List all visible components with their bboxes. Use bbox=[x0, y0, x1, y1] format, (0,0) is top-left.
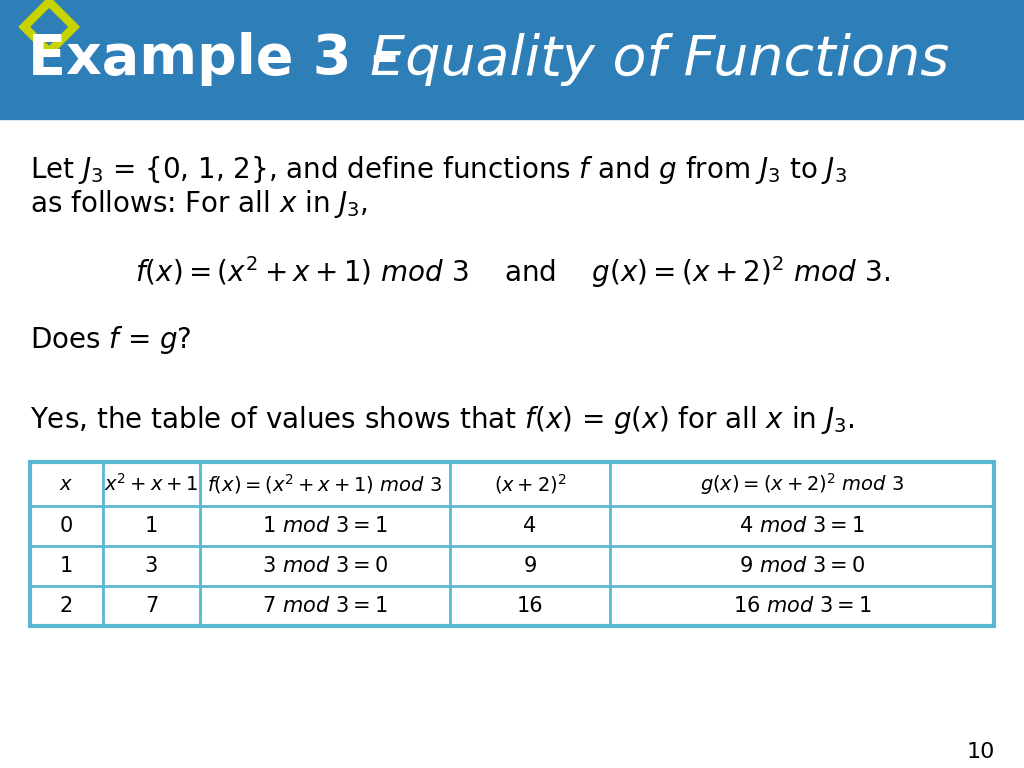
Text: $(x + 2)^2$: $(x + 2)^2$ bbox=[494, 472, 566, 496]
Text: $x^2 + x + 1$: $x^2 + x + 1$ bbox=[104, 473, 199, 495]
Text: 0: 0 bbox=[59, 516, 73, 536]
Text: 3: 3 bbox=[144, 556, 158, 576]
Text: 1: 1 bbox=[59, 556, 73, 576]
Text: Let $J_3$ = {0, 1, 2}, and define functions $f$ and $g$ from $J_3$ to $J_3$: Let $J_3$ = {0, 1, 2}, and define functi… bbox=[30, 154, 847, 186]
Text: Yes, the table of values shows that $f$($x$) = $g$($x$) for all $x$ in $J_3$.: Yes, the table of values shows that $f$(… bbox=[30, 404, 854, 436]
Text: $g(x) = (x + 2)^2\ \mathit{mod}\ 3$: $g(x) = (x + 2)^2\ \mathit{mod}\ 3$ bbox=[699, 471, 904, 497]
Polygon shape bbox=[31, 9, 68, 45]
Text: 7: 7 bbox=[144, 596, 158, 616]
Text: $3\ \mathit{mod}\ 3 = 0$: $3\ \mathit{mod}\ 3 = 0$ bbox=[262, 556, 388, 576]
Text: Equality of Functions: Equality of Functions bbox=[370, 33, 949, 86]
Polygon shape bbox=[19, 0, 79, 57]
Text: 10: 10 bbox=[967, 742, 995, 762]
Text: $16\ \mathit{mod}\ 3 = 1$: $16\ \mathit{mod}\ 3 = 1$ bbox=[732, 596, 871, 616]
Text: 16: 16 bbox=[517, 596, 544, 616]
Text: 2: 2 bbox=[59, 596, 73, 616]
Bar bbox=[30, 462, 994, 626]
Text: $9\ \mathit{mod}\ 3 = 0$: $9\ \mathit{mod}\ 3 = 0$ bbox=[739, 556, 865, 576]
Bar bbox=[30, 462, 994, 626]
Text: Does $f$ = $g$?: Does $f$ = $g$? bbox=[30, 324, 191, 356]
Text: $f(x) = (x^2 + x + 1)\ \mathit{mod}\ 3$    and    $g(x) = (x + 2)^2\ \mathit{mod: $f(x) = (x^2 + x + 1)\ \mathit{mod}\ 3$ … bbox=[134, 254, 890, 290]
Text: Example 3 –: Example 3 – bbox=[28, 32, 418, 87]
Text: $x$: $x$ bbox=[59, 475, 74, 494]
Bar bbox=[0, 0, 1024, 119]
Text: 1: 1 bbox=[144, 516, 158, 536]
Text: 9: 9 bbox=[523, 556, 537, 576]
Text: as follows: For all $x$ in $J_3$,: as follows: For all $x$ in $J_3$, bbox=[30, 188, 368, 220]
Text: $1\ \mathit{mod}\ 3 = 1$: $1\ \mathit{mod}\ 3 = 1$ bbox=[262, 516, 388, 536]
Text: 4: 4 bbox=[523, 516, 537, 536]
Text: $7\ \mathit{mod}\ 3 = 1$: $7\ \mathit{mod}\ 3 = 1$ bbox=[262, 596, 388, 616]
Text: $4\ \mathit{mod}\ 3 = 1$: $4\ \mathit{mod}\ 3 = 1$ bbox=[739, 516, 864, 536]
Text: $f(x) = (x^2 + x + 1)\ \mathit{mod}\ 3$: $f(x) = (x^2 + x + 1)\ \mathit{mod}\ 3$ bbox=[208, 472, 442, 496]
